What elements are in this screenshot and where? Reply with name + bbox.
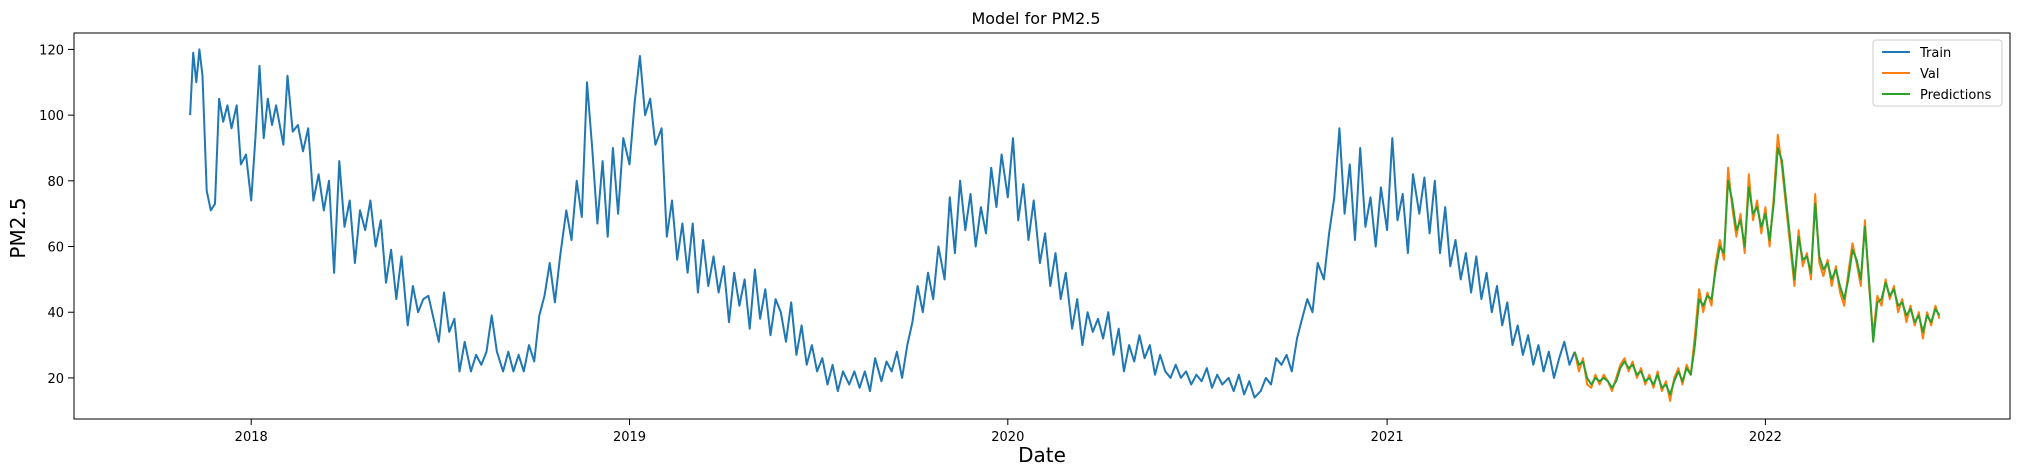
series-line-train — [189, 48, 1576, 399]
y-tick-label: 40 — [47, 306, 64, 321]
x-tick-label: 2021 — [1371, 430, 1404, 445]
series-lines-group — [189, 48, 1941, 402]
legend-label-predictions: Predictions — [1920, 88, 1992, 103]
legend-label-val: Val — [1920, 67, 1939, 82]
y-axis: 20 40 60 80 100 120 — [39, 43, 74, 387]
chart-title: Model for PM2.5 — [971, 9, 1100, 28]
x-tick-label: 2022 — [1749, 430, 1782, 445]
x-tick-label: 2019 — [613, 430, 646, 445]
legend-label-train: Train — [1919, 46, 1951, 61]
legend: Train Val Predictions — [1872, 39, 2003, 107]
plot-area-frame — [73, 32, 2011, 420]
y-axis-title: PM2.5 — [6, 197, 30, 258]
legend-box — [1872, 39, 2003, 107]
y-tick-label: 20 — [47, 372, 64, 387]
series-line-predictions — [1573, 147, 1941, 396]
y-tick-label: 80 — [47, 175, 64, 190]
x-axis-title: Date — [1018, 443, 1066, 467]
y-tick-label: 100 — [39, 109, 64, 124]
y-tick-label: 120 — [39, 43, 64, 58]
x-tick-label: 2018 — [235, 430, 268, 445]
x-tick-label: 2020 — [991, 430, 1024, 445]
x-axis: 2018 2019 2020 2021 2022 — [235, 419, 1782, 445]
y-tick-label: 60 — [47, 241, 64, 256]
